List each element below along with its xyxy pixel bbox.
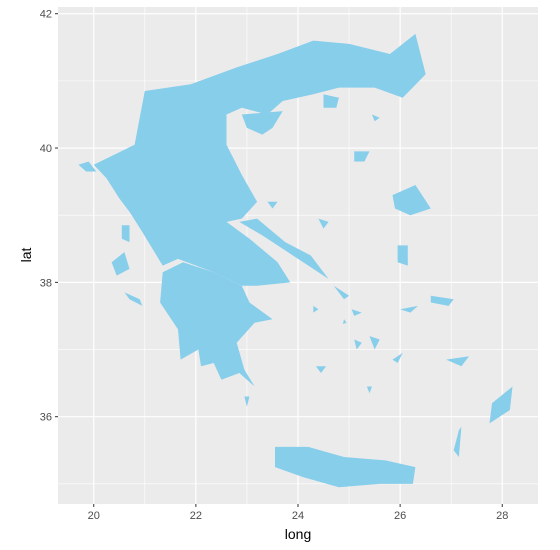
region-rhodes (489, 386, 513, 424)
region-limnos (354, 151, 370, 162)
axis-ticks: 20 22 24 26 28 36 38 40 42 (40, 9, 509, 522)
region-mainland (93, 33, 426, 286)
region-amorgos (392, 352, 403, 363)
y-axis-title: lat (18, 248, 34, 263)
x-tick-label: 20 (88, 510, 100, 522)
y-tick-label: 36 (40, 412, 52, 424)
region-milos (315, 366, 327, 373)
region-kythira (244, 396, 250, 407)
region-thasos (323, 94, 339, 108)
region-chalkidiki (241, 111, 283, 135)
region-kefalonia (111, 252, 130, 276)
x-tick-label: 28 (496, 510, 508, 522)
region-naxos (369, 336, 380, 350)
region-corfu (78, 161, 97, 172)
region-andros (333, 285, 350, 300)
region-peloponnese (160, 262, 273, 387)
region-evia (239, 218, 329, 279)
region-santorini (366, 386, 372, 394)
y-tick-label: 42 (40, 9, 52, 21)
greece-shapes (78, 33, 513, 488)
x-tick-label: 22 (190, 510, 202, 522)
x-axis-title: long (285, 526, 311, 542)
x-tick-label: 26 (394, 510, 406, 522)
y-tick-label: 40 (40, 143, 52, 155)
region-chios (397, 245, 408, 266)
region-ikaria (400, 305, 418, 313)
y-tick-label: 38 (40, 277, 52, 289)
region-crete (275, 446, 416, 488)
region-samothrace (372, 114, 380, 122)
region-lefkada (121, 225, 130, 243)
region-zakynthos (124, 292, 143, 306)
region-skiathos (267, 201, 278, 209)
region-kea (313, 305, 319, 313)
region-kos (446, 356, 470, 367)
region-skyros (318, 218, 329, 229)
region-syros (342, 319, 347, 324)
region-karpathos (453, 426, 462, 457)
region-samos (430, 295, 454, 306)
region-paros (354, 339, 362, 350)
region-tinos (351, 309, 362, 316)
region-lesbos (392, 185, 431, 216)
x-tick-label: 24 (292, 510, 304, 522)
